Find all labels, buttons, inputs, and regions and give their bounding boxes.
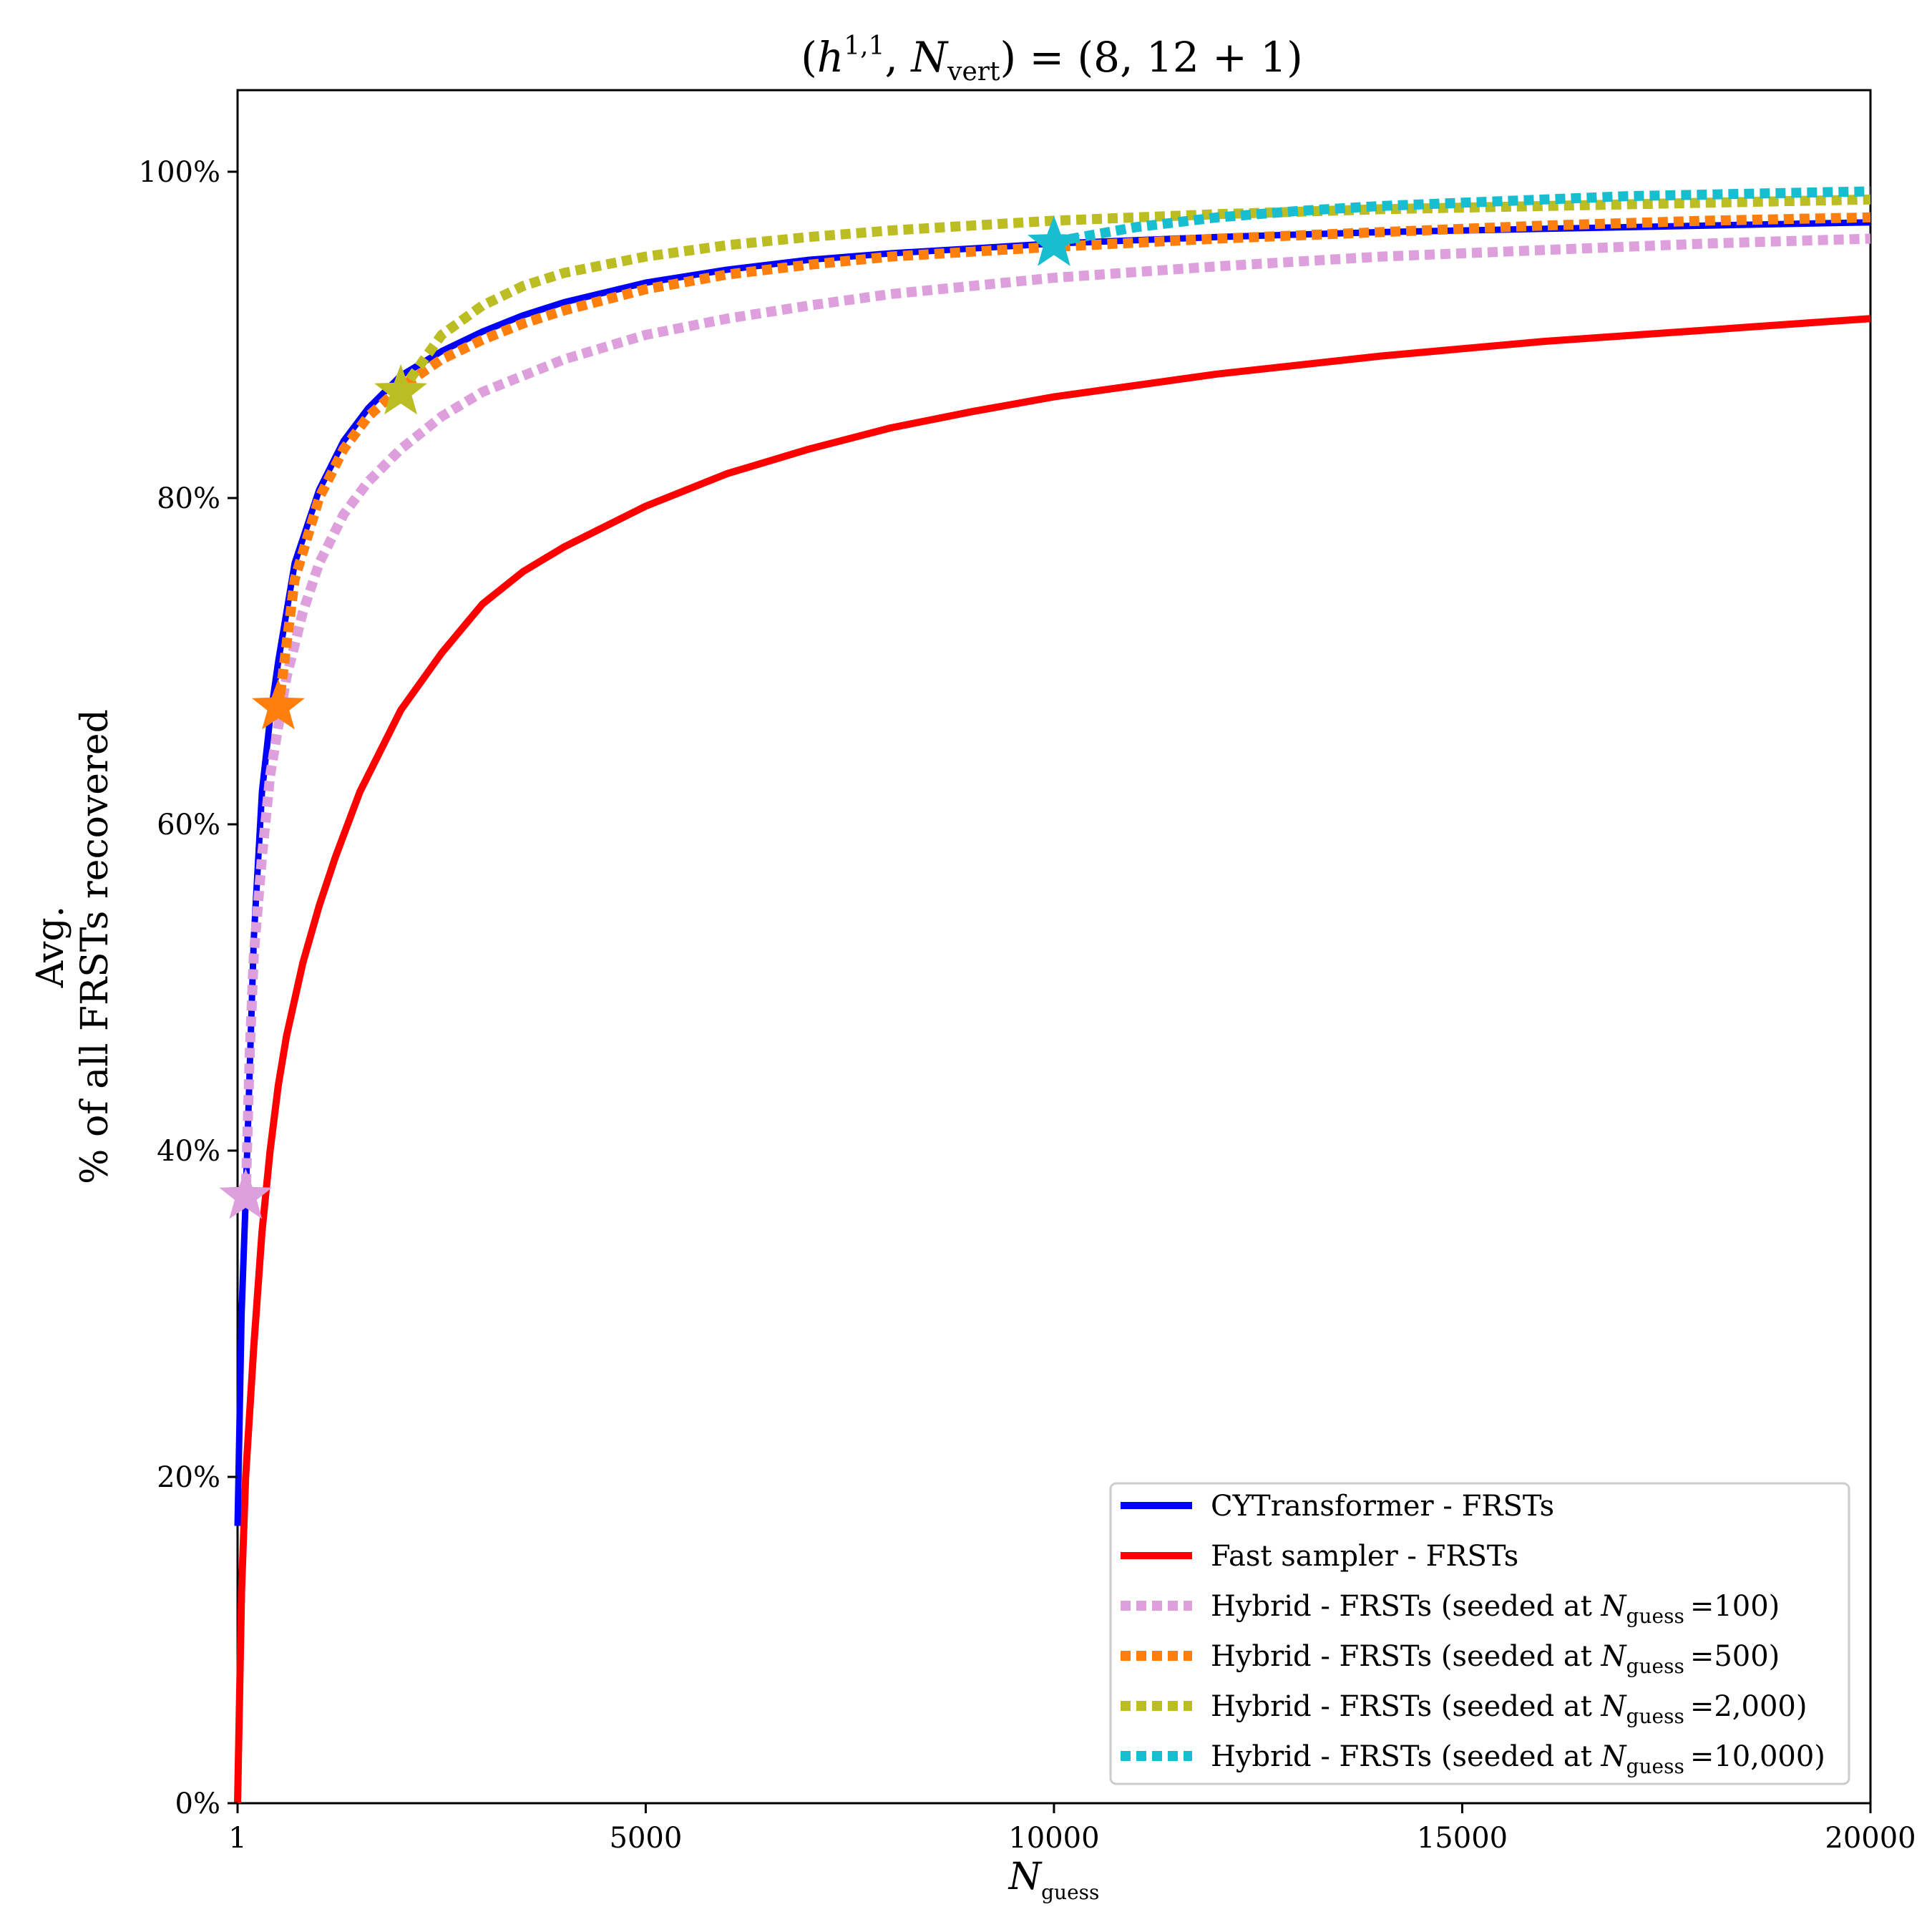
y-tick-label: 80% bbox=[157, 482, 220, 515]
x-tick-label: 1 bbox=[228, 1822, 246, 1855]
seed-star-marker-1 bbox=[251, 678, 305, 730]
seed-star-marker-0 bbox=[219, 1168, 273, 1219]
seed-star-marker-2 bbox=[374, 364, 428, 415]
x-axis: 1 5000 10000 15000 20000 bbox=[228, 1803, 1916, 1855]
seed-star-marker-3 bbox=[1027, 215, 1080, 266]
series-line-3 bbox=[273, 212, 1871, 711]
x-tick-label: 5000 bbox=[610, 1822, 683, 1855]
chart-title: (h1,1, Nvert) = (8, 12 + 1) bbox=[801, 31, 1303, 87]
series-line-0 bbox=[234, 219, 1871, 1526]
y-tick-label: 40% bbox=[157, 1135, 220, 1168]
y-axis: 0% 20% 40% 60% 80% 100% bbox=[139, 156, 238, 1820]
legend-label-5: Hybrid - FRSTs (seeded at Nguess =10,000) bbox=[1211, 1740, 1825, 1778]
x-tick-label: 20000 bbox=[1825, 1822, 1916, 1855]
series-layer bbox=[234, 186, 1871, 1804]
y-axis-label-line2: % of all FRSTs recovered bbox=[74, 709, 117, 1184]
legend-label-4: Hybrid - FRSTs (seeded at Nguess =2,000) bbox=[1211, 1690, 1807, 1728]
legend-label-1: Fast sampler - FRSTs bbox=[1211, 1540, 1518, 1573]
series-line-5 bbox=[1053, 186, 1871, 247]
y-tick-label: 20% bbox=[157, 1461, 220, 1494]
x-axis-label: Nguess bbox=[1008, 1855, 1100, 1904]
legend: CYTransformer - FRSTs Fast sampler - FRST… bbox=[1109, 1482, 1850, 1785]
series-line-2 bbox=[240, 233, 1871, 1200]
marker-layer bbox=[219, 215, 1080, 1219]
x-tick-label: 15000 bbox=[1417, 1822, 1508, 1855]
y-tick-label: 100% bbox=[139, 156, 220, 189]
y-axis-label-line1: Avg. bbox=[29, 906, 72, 989]
legend-label-2: Hybrid - FRSTs (seeded at Nguess =100) bbox=[1211, 1590, 1780, 1628]
y-tick-label: 60% bbox=[157, 809, 220, 841]
legend-label-3: Hybrid - FRSTs (seeded at Nguess =500) bbox=[1211, 1640, 1780, 1678]
legend-label-0: CYTransformer - FRSTs bbox=[1211, 1490, 1554, 1523]
y-tick-label: 0% bbox=[175, 1787, 220, 1820]
legend-box bbox=[1109, 1482, 1850, 1785]
x-tick-label: 10000 bbox=[1008, 1822, 1099, 1855]
